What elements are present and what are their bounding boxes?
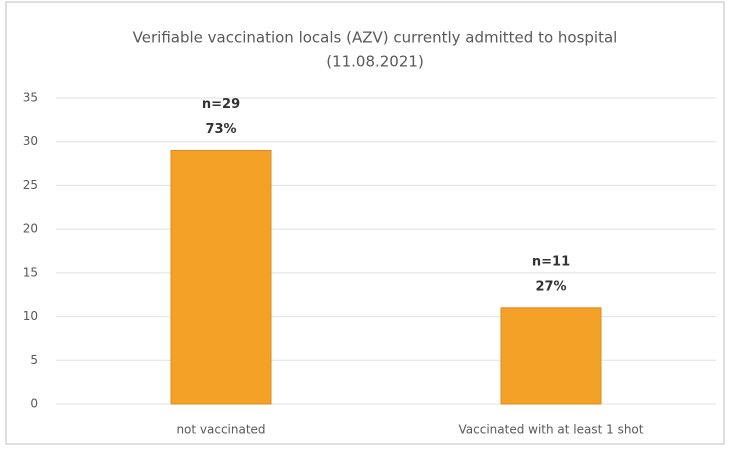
y-tick-label: 25: [23, 178, 38, 192]
y-tick-label: 20: [23, 222, 38, 236]
y-tick-label: 10: [23, 309, 38, 323]
y-tick-label: 30: [23, 134, 38, 148]
percent-label: 73%: [205, 122, 236, 137]
bar: [500, 307, 602, 405]
y-tick-label: 5: [30, 353, 38, 367]
value-label: n=29: [202, 97, 240, 112]
x-tick-label: Vaccinated with at least 1 shot: [459, 423, 644, 437]
chart-title: Verifiable vaccination locals (AZV) curr…: [133, 29, 618, 47]
percent-label: 27%: [535, 279, 566, 294]
bar: [170, 149, 272, 405]
x-tick-label: not vaccinated: [176, 423, 265, 437]
chart-subtitle: (11.08.2021): [326, 53, 424, 71]
chart-border: [5, 1, 725, 445]
y-tick-label: 0: [30, 397, 38, 411]
y-tick-label: 15: [23, 265, 38, 279]
value-label: n=11: [532, 254, 570, 269]
y-tick-label: 35: [23, 91, 38, 105]
